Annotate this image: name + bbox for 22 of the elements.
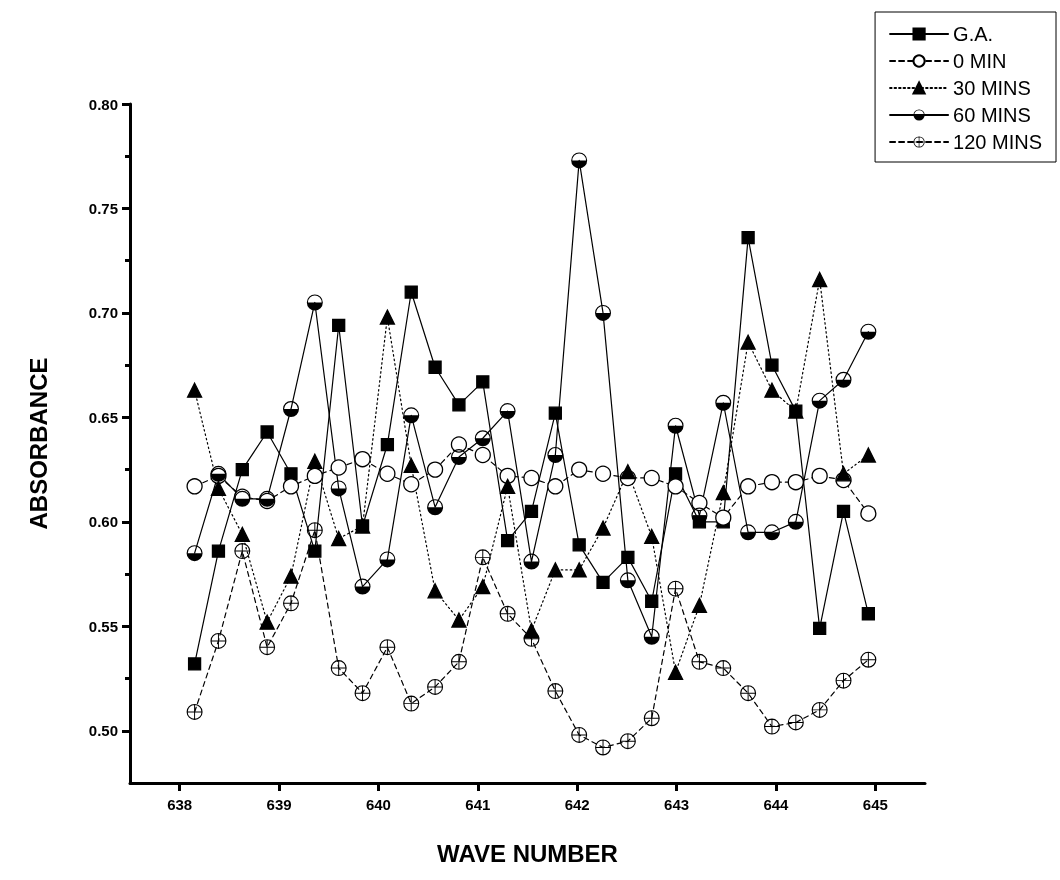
y-tick-label: 0.55 — [88, 617, 118, 635]
x-tick-label: 639 — [266, 796, 292, 813]
y-axis-title: ABSORBANCE — [24, 357, 52, 530]
x-tick-label: 645 — [862, 796, 888, 813]
legend-label: G.A. — [953, 23, 994, 45]
y-tick-label: 0.75 — [88, 199, 118, 217]
x-axis-title: WAVE NUMBER — [437, 839, 618, 867]
x-tick-label: 642 — [564, 796, 590, 813]
x-tick-label: 638 — [167, 796, 193, 813]
x-tick-label: 644 — [763, 796, 790, 813]
legend-label: 120 MINS — [953, 131, 1043, 153]
y-tick-label: 0.60 — [88, 513, 118, 531]
legend-label: 60 MINS — [953, 104, 1031, 126]
y-tick-label: 0.80 — [88, 95, 118, 113]
legend-label: 30 MINS — [953, 77, 1031, 99]
y-tick-label: 0.65 — [88, 408, 118, 426]
x-tick-label: 641 — [465, 796, 491, 813]
y-tick-label: 0.70 — [88, 304, 118, 322]
y-tick-label: 0.50 — [88, 722, 118, 740]
legend-label: 0 MIN — [953, 50, 1007, 72]
x-tick-label: 640 — [365, 796, 391, 813]
x-tick-label: 643 — [664, 796, 690, 813]
